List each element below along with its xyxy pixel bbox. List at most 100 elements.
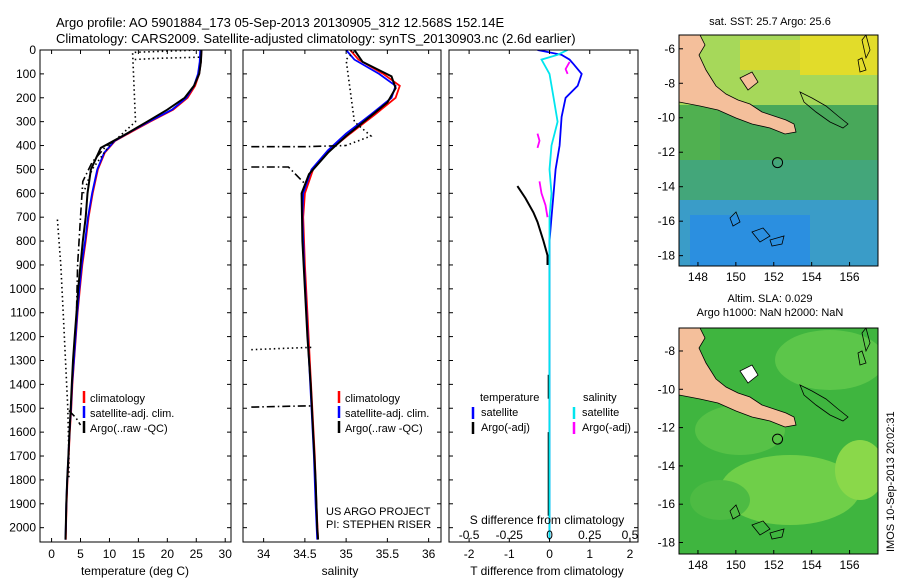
salinity-legend: climatology satellite-adj. clim. Argo(..… bbox=[337, 391, 429, 435]
series-s-argo-adj-2 bbox=[536, 133, 541, 149]
map-x-tick-label: 156 bbox=[840, 270, 860, 284]
map-x-tick-label: 148 bbox=[688, 270, 708, 284]
legend-label-argo: Argo(..raw -QC) bbox=[345, 423, 423, 435]
series-t-argo-adj- bbox=[516, 185, 549, 265]
map-y-tick-label: -16 bbox=[658, 497, 676, 511]
map-x-tick-label: 154 bbox=[802, 270, 822, 284]
series-s-satellite bbox=[540, 50, 568, 540]
map-x-tick-label: 152 bbox=[764, 558, 784, 572]
sla-argo-location-marker bbox=[772, 433, 784, 445]
credit-pi: PI: STEPHEN RISER bbox=[326, 519, 431, 531]
difference-ticks: -2 -1 0 1 2 -0.5 -0.25 0 0.25 0.5 bbox=[449, 49, 639, 561]
salinity-xlabel: salinity bbox=[322, 564, 359, 578]
legend-label-s-satellite: satellite bbox=[582, 407, 619, 419]
x-tick-label-s: 0.25 bbox=[578, 528, 602, 542]
y-tick-label: 200 bbox=[16, 91, 36, 105]
x-tick-label: 15 bbox=[132, 547, 146, 561]
sst-map-title: sat. SST: 25.7 Argo: 25.6 bbox=[709, 16, 831, 28]
sla-map-frame bbox=[678, 327, 879, 555]
series-s-argo-adj-1 bbox=[564, 61, 571, 75]
sst-argo-location-marker bbox=[772, 157, 784, 169]
map-y-tick-label: -18 bbox=[658, 249, 676, 263]
series-argo-qc-dotted-1 bbox=[345, 50, 373, 147]
legend-label-t-satellite: satellite bbox=[481, 407, 518, 419]
map-x-tick-label: 150 bbox=[726, 270, 746, 284]
x-tick-label-s: 0.5 bbox=[622, 528, 639, 542]
map-x-tick-label: 148 bbox=[688, 558, 708, 572]
salinity-axes-frame bbox=[242, 49, 442, 543]
legend-label-t-argo: Argo(-adj) bbox=[481, 422, 530, 434]
y-tick-label: 900 bbox=[16, 258, 36, 272]
sst-field-hot-patch-2 bbox=[740, 40, 800, 70]
y-tick-label: 800 bbox=[16, 234, 36, 248]
sla-field-patch-2 bbox=[720, 455, 860, 525]
map-y-tick-label: -14 bbox=[658, 459, 676, 473]
map-y-tick-label: -8 bbox=[664, 76, 675, 90]
legend-label-satellite: satellite-adj. clim. bbox=[345, 408, 429, 420]
y-tick-label: 1600 bbox=[9, 425, 36, 439]
map-x-tick-label: 154 bbox=[802, 558, 822, 572]
sst-land-reefs bbox=[729, 211, 785, 247]
legend-heading-temperature: temperature bbox=[480, 392, 539, 404]
legend-label-climatology: climatology bbox=[345, 393, 401, 405]
sst-field-hot-patch bbox=[800, 35, 878, 75]
y-tick-label: 700 bbox=[16, 210, 36, 224]
sst-map-ticks: 148 150 152 154 156 -6 -8 -10 -12 -14 -16 -18 bbox=[658, 42, 860, 284]
x-tick-label: 10 bbox=[103, 547, 117, 561]
x-tick-label: 34 bbox=[257, 547, 271, 561]
x-tick-label-s: -0.5 bbox=[459, 528, 480, 542]
x-tick-label: -2 bbox=[464, 547, 475, 561]
difference-axes-frame bbox=[448, 49, 639, 543]
x-tick-label: 0 bbox=[48, 547, 55, 561]
difference-legend: temperature salinity satellite Argo(-adj… bbox=[471, 392, 631, 434]
map-y-tick-label: -14 bbox=[658, 180, 676, 194]
difference-xlabel-s: S difference from climatology bbox=[470, 513, 625, 527]
map-y-tick-label: -8 bbox=[664, 344, 675, 358]
sla-land-islands-east bbox=[857, 328, 871, 366]
x-tick-label: 20 bbox=[161, 547, 175, 561]
legend-label-argo: Argo(..raw -QC) bbox=[90, 423, 168, 435]
sla-map-subtitle: Argo h1000: NaN h2000: NaN bbox=[697, 307, 844, 319]
difference-series bbox=[516, 50, 583, 540]
x-tick-label-s: -0.25 bbox=[496, 528, 524, 542]
sla-map-panel: Altim. SLA: 0.029 Argo h1000: NaN h2000:… bbox=[658, 293, 879, 572]
y-tick-label: 1900 bbox=[9, 497, 36, 511]
x-tick-label: 2 bbox=[627, 547, 634, 561]
y-tick-label: 500 bbox=[16, 162, 36, 176]
y-tick-label: 1100 bbox=[10, 306, 36, 320]
y-tick-label: 0 bbox=[29, 43, 36, 57]
y-tick-label: 1200 bbox=[9, 330, 36, 344]
sst-field-coldest bbox=[690, 215, 810, 266]
sla-field-patch-4 bbox=[835, 440, 878, 500]
temperature-ticks: 0 5 10 15 20 25 300100200300400500600700800900… bbox=[9, 43, 232, 561]
series-argo-raw-qc- bbox=[300, 50, 397, 540]
series-climatology bbox=[302, 50, 401, 540]
map-x-tick-label: 152 bbox=[764, 270, 784, 284]
temperature-axes-frame bbox=[39, 49, 232, 543]
sla-land-archipelago bbox=[799, 384, 849, 422]
sla-map-title: Altim. SLA: 0.029 bbox=[728, 293, 813, 305]
x-tick-label: -1 bbox=[504, 547, 515, 561]
sla-land-island bbox=[739, 364, 759, 384]
temperature-series bbox=[56, 50, 203, 540]
temperature-panel: 0 5 10 15 20 25 300100200300400500600700800900… bbox=[9, 43, 232, 578]
sst-land-archipelago bbox=[799, 91, 849, 129]
sla-land-new-guinea bbox=[679, 328, 797, 428]
y-tick-label: 1800 bbox=[9, 473, 36, 487]
y-tick-label: 1500 bbox=[9, 401, 36, 415]
x-tick-label: 5 bbox=[77, 547, 84, 561]
sst-land-new-guinea bbox=[679, 35, 797, 135]
x-tick-label-s: 0 bbox=[546, 528, 553, 542]
sst-land-islands-east bbox=[857, 35, 871, 73]
map-y-tick-label: -16 bbox=[658, 214, 676, 228]
salinity-ticks: 34 34.5 35 35.5 36 bbox=[243, 49, 441, 561]
series-argo-qc-dotted bbox=[82, 50, 200, 194]
credit-project: US ARGO PROJECT bbox=[326, 506, 431, 518]
map-x-tick-label: 150 bbox=[726, 558, 746, 572]
map-y-tick-label: -12 bbox=[658, 145, 676, 159]
x-tick-label: 25 bbox=[190, 547, 204, 561]
y-tick-label: 600 bbox=[16, 186, 36, 200]
series-satellite-adj-clim- bbox=[301, 50, 397, 540]
temperature-xlabel: temperature (deg C) bbox=[81, 564, 189, 578]
sla-land-reefs bbox=[729, 504, 785, 540]
